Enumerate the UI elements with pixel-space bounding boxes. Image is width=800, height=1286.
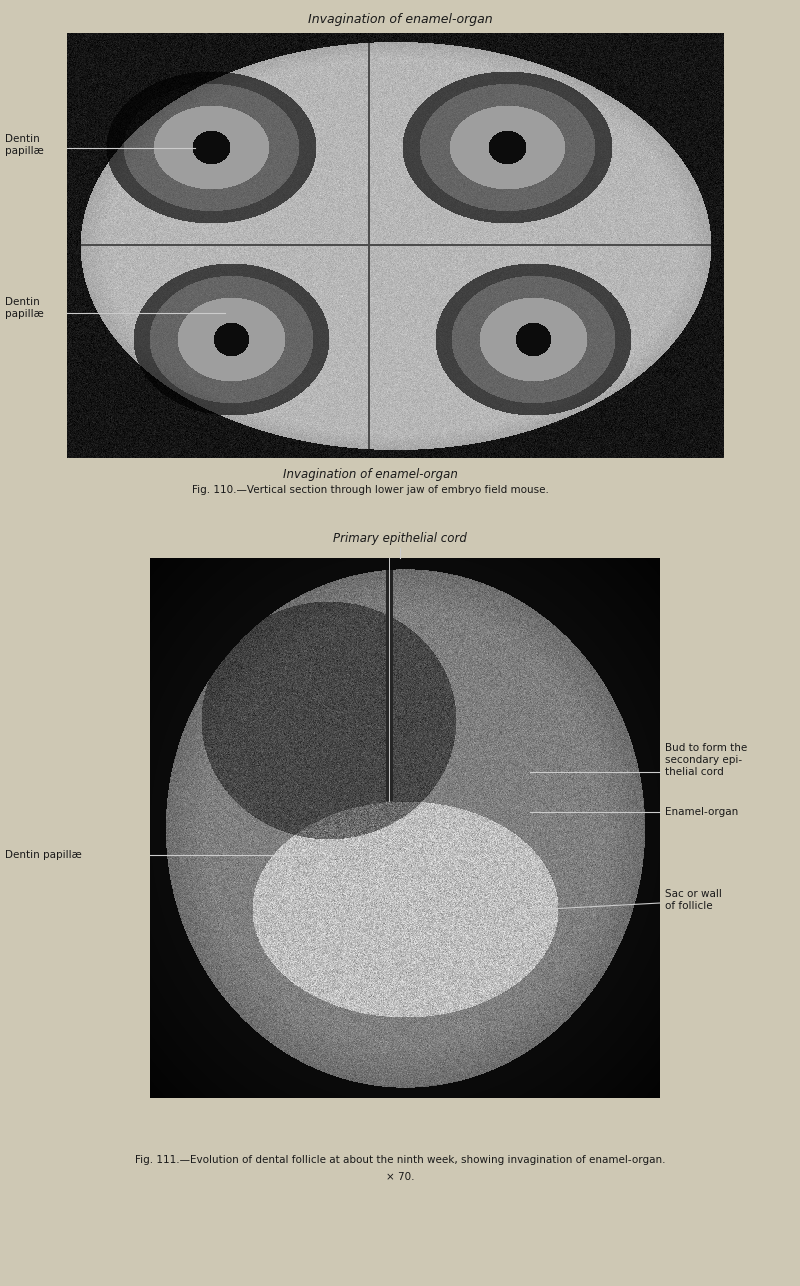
Text: Invagination of enamel-organ: Invagination of enamel-organ [308, 13, 492, 26]
Text: Bud to form the
secondary epi-
thelial cord: Bud to form the secondary epi- thelial c… [665, 743, 747, 777]
Text: Fig. 111.—Evolution of dental follicle at about the ninth week, showing invagina: Fig. 111.—Evolution of dental follicle a… [134, 1155, 666, 1165]
Text: Sac or wall
of follicle: Sac or wall of follicle [665, 889, 722, 910]
Text: Dentin papillæ: Dentin papillæ [5, 850, 82, 860]
Text: Enamel-organ: Enamel-organ [665, 808, 738, 817]
Text: Dentin
papillæ: Dentin papillæ [5, 134, 44, 156]
Text: × 70.: × 70. [386, 1172, 414, 1182]
Text: Invagination of enamel-organ: Invagination of enamel-organ [282, 468, 458, 481]
Text: Primary epithelial cord: Primary epithelial cord [333, 532, 467, 545]
Text: Fig. 110.—Vertical section through lower jaw of embryo field mouse.: Fig. 110.—Vertical section through lower… [191, 485, 549, 495]
Text: Dentin
papillæ: Dentin papillæ [5, 297, 44, 319]
